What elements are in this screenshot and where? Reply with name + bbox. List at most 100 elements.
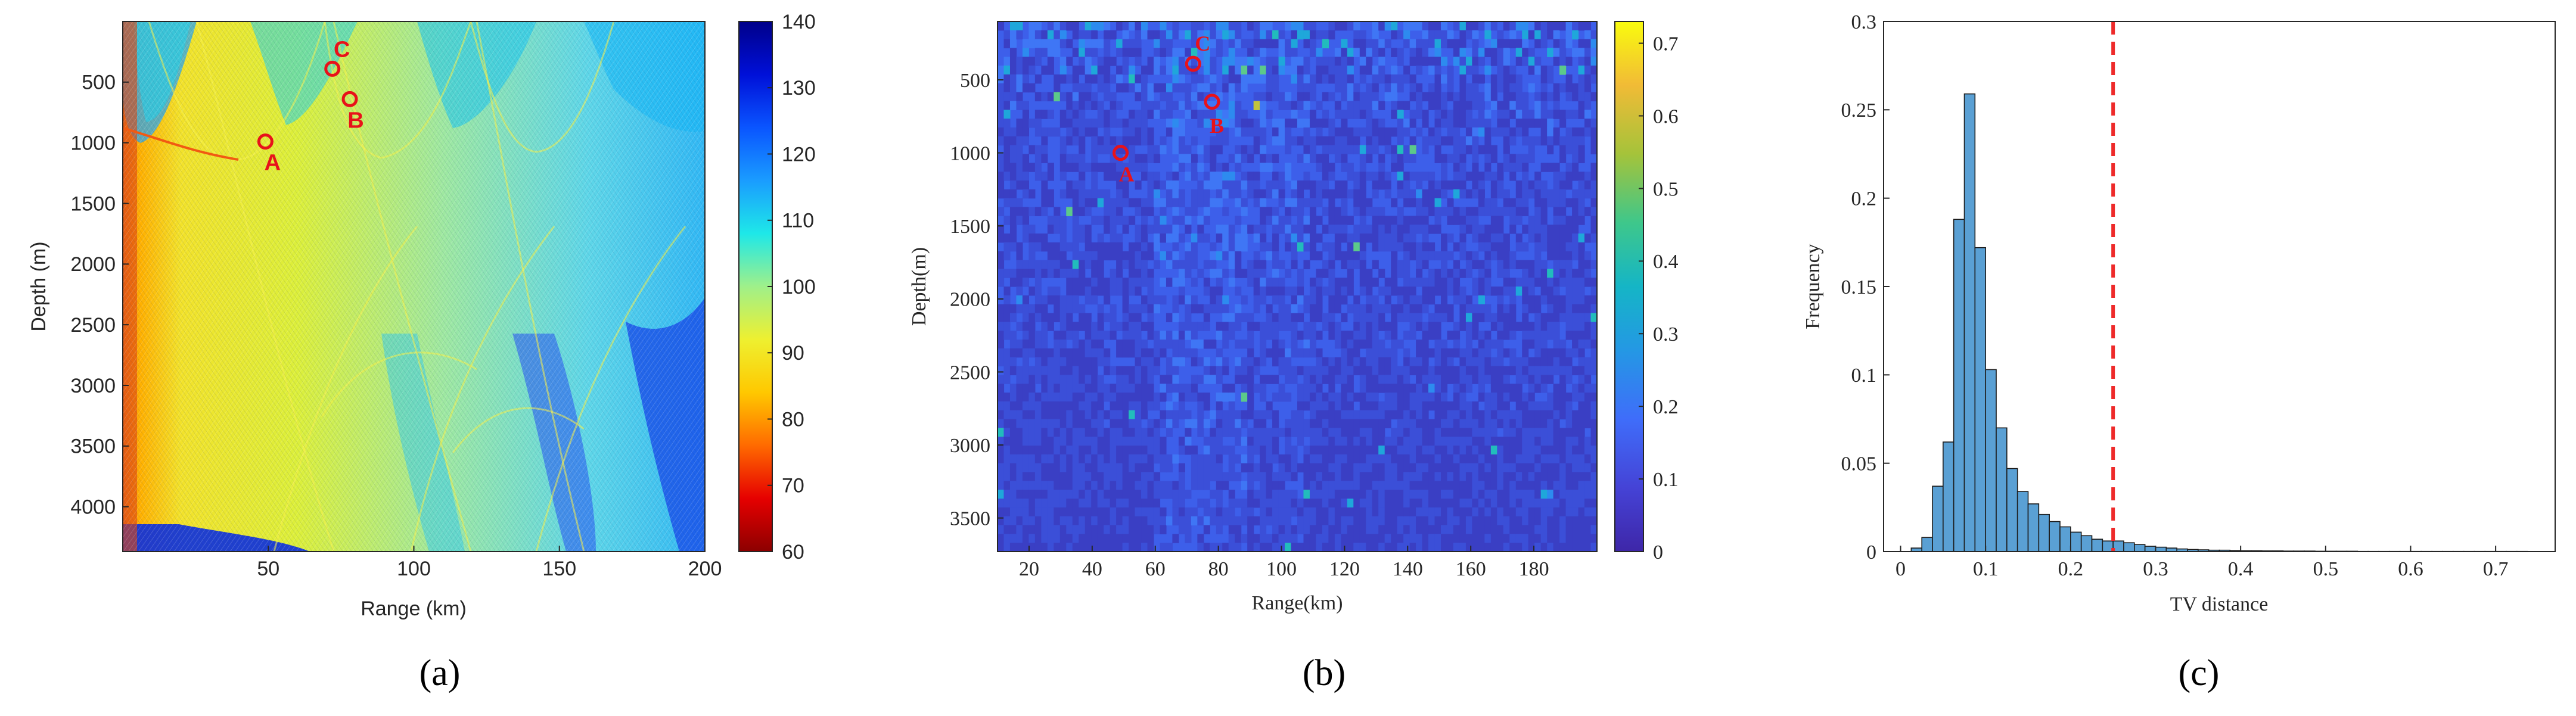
heatmap-cell (1034, 269, 1042, 278)
heatmap-cell (1578, 454, 1585, 464)
heatmap-cell (1028, 322, 1036, 331)
heatmap-cell (1416, 207, 1423, 216)
heatmap-cell (1447, 287, 1454, 296)
heatmap-cell (1341, 313, 1348, 322)
heatmap-cell (1490, 499, 1497, 508)
heatmap-cell (1515, 463, 1522, 473)
heatmap-cell (1034, 21, 1042, 31)
heatmap-cell (1266, 163, 1273, 172)
heatmap-cell (1122, 516, 1129, 526)
heatmap-cell (1522, 340, 1529, 349)
heatmap-cell (1434, 278, 1441, 287)
heatmap-cell (1022, 101, 1029, 110)
heatmap-cell (1565, 499, 1573, 508)
heatmap-cell (1197, 419, 1204, 428)
heatmap-cell (1009, 48, 1017, 57)
heatmap-cell (1578, 419, 1585, 428)
heatmap-cell (1391, 163, 1398, 172)
heatmap-cell (1472, 48, 1479, 57)
heatmap-cell (1028, 428, 1036, 437)
heatmap-cell (1129, 410, 1136, 420)
heatmap-cell (1472, 472, 1479, 481)
heatmap-cell (1072, 516, 1079, 526)
heatmap-cell (1341, 260, 1348, 269)
heatmap-cell (1222, 127, 1229, 137)
heatmap-cell (1359, 234, 1366, 243)
colorbar-tick-label: 0.7 (1653, 33, 1679, 55)
heatmap-cell (1497, 119, 1504, 128)
heatmap-cell (1347, 216, 1354, 225)
heatmap-cell (1147, 287, 1154, 296)
heatmap-cell (1178, 163, 1185, 172)
heatmap-cell (1522, 525, 1529, 534)
heatmap-cell (1247, 180, 1254, 190)
heatmap-cell (1559, 340, 1567, 349)
heatmap-cell (1054, 295, 1061, 305)
heatmap-cell (1210, 39, 1217, 49)
heatmap-cell (1141, 278, 1148, 287)
heatmap-cell (1434, 207, 1441, 216)
heatmap-cell (1110, 154, 1117, 163)
heatmap-cell (1453, 207, 1461, 216)
heatmap-cell (1153, 180, 1161, 190)
heatmap-cell (1253, 516, 1260, 526)
heatmap-cell (1003, 410, 1011, 420)
heatmap-cell (1366, 419, 1373, 428)
heatmap-cell (1322, 269, 1329, 278)
heatmap-cell (1484, 507, 1491, 517)
heatmap-cell (1465, 57, 1473, 66)
heatmap-cell (1104, 207, 1111, 216)
heatmap-cell (1079, 154, 1086, 163)
heatmap-cell (1334, 481, 1341, 490)
heatmap-cell (1397, 30, 1404, 40)
heatmap-cell (1572, 322, 1579, 331)
heatmap-cell (1309, 198, 1317, 208)
heatmap-cell (1465, 119, 1473, 128)
heatmap-cell (1260, 101, 1267, 110)
heatmap-cell (1465, 207, 1473, 216)
heatmap-cell (1034, 154, 1042, 163)
heatmap-cell (1116, 499, 1123, 508)
heatmap-cell (1465, 410, 1473, 420)
heatmap-cell (1278, 101, 1285, 110)
heatmap-cell (1547, 30, 1554, 40)
heatmap-cell (1459, 57, 1466, 66)
heatmap-cell (1372, 410, 1379, 420)
heatmap-cell (1129, 322, 1136, 331)
heatmap-cell (1135, 313, 1142, 322)
heatmap-cell (1528, 428, 1535, 437)
heatmap-cell (1135, 198, 1142, 208)
heatmap-cell (1497, 242, 1504, 252)
heatmap-cell (1459, 119, 1466, 128)
heatmap-cell (1478, 260, 1485, 269)
heatmap-cell (1291, 207, 1298, 216)
heatmap-cell (1372, 454, 1379, 464)
heatmap-cell (1097, 119, 1104, 128)
heatmap-cell (1584, 446, 1592, 455)
heatmap-cell (1034, 242, 1042, 252)
heatmap-cell (1509, 499, 1517, 508)
heatmap-cell (1197, 401, 1204, 411)
heatmap-cell (1291, 525, 1298, 534)
heatmap-cell (1066, 348, 1073, 358)
heatmap-cell (1059, 304, 1067, 314)
heatmap-cell (1359, 74, 1366, 84)
heatmap-cell (1278, 454, 1285, 464)
heatmap-cell (1347, 83, 1354, 93)
heatmap-cell (1278, 287, 1285, 296)
heatmap-cell (1009, 145, 1017, 155)
heatmap-cell (1403, 384, 1410, 393)
heatmap-cell (1016, 384, 1023, 393)
heatmap-cell (1465, 260, 1473, 269)
heatmap-cell (1034, 234, 1042, 243)
heatmap-cell (1372, 189, 1379, 199)
heatmap-cell (1172, 66, 1179, 75)
heatmap-cell (1197, 48, 1204, 57)
heatmap-cell (1091, 384, 1098, 393)
x-tick-label: 0.5 (2313, 558, 2339, 580)
heatmap-cell (1228, 74, 1235, 84)
heatmap-cell (1478, 543, 1485, 552)
heatmap-cell (1172, 172, 1179, 181)
heatmap-cell (1347, 340, 1354, 349)
heatmap-cell (1528, 472, 1535, 481)
